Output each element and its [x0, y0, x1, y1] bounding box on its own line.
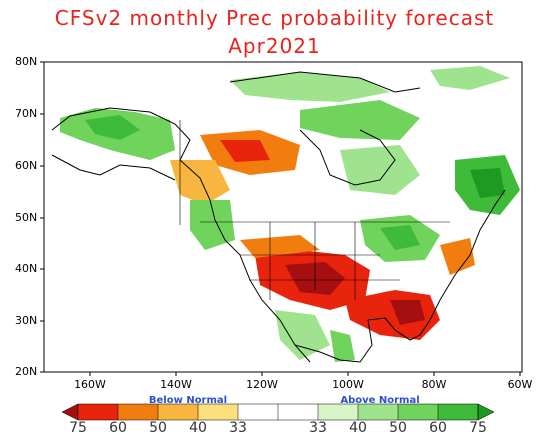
map-frame [43, 61, 523, 373]
map-title: CFSv2 monthly Prec probability forecast [54, 6, 495, 30]
lon-label-60w: 60W [507, 378, 533, 391]
political-borders [179, 120, 450, 300]
colorbar-tick-below-33: 33 [229, 420, 247, 436]
map-subtitle: Apr2021 [228, 34, 321, 58]
below-normal-label: Below Normal [148, 395, 228, 406]
lon-label-140w: 140W [160, 378, 192, 391]
colorbar-tick-above-75: 75 [469, 420, 487, 436]
colorbar-tick-above-50: 50 [389, 420, 407, 436]
axis-ticks [40, 61, 521, 376]
lat-label-20n: 20N [15, 365, 38, 378]
coastlines [51, 71, 506, 363]
lat-label-70n: 70N [15, 107, 38, 120]
lon-label-80w: 80W [421, 378, 447, 391]
lon-label-120w: 120W [246, 378, 278, 391]
colorbar-tick-below-60: 60 [109, 420, 127, 436]
colorbar-tick-above-40: 40 [349, 420, 367, 436]
colorbar-tick-below-50: 50 [149, 420, 167, 436]
lat-label-80n: 80N [15, 55, 38, 68]
colorbar-tick-below-75: 75 [69, 420, 87, 436]
lon-label-100w: 100W [332, 378, 364, 391]
above-normal-label: Above Normal [340, 395, 420, 406]
colorbar [61, 403, 495, 421]
colorbar-tick-above-60: 60 [429, 420, 447, 436]
lat-label-40n: 40N [15, 262, 38, 275]
lon-label-160w: 160W [74, 378, 106, 391]
colorbar-tick-below-40: 40 [189, 420, 207, 436]
lat-label-50n: 50N [15, 211, 38, 224]
lat-label-30n: 30N [15, 314, 38, 327]
lat-label-60n: 60N [15, 159, 38, 172]
colorbar-tick-above-33: 33 [309, 420, 327, 436]
